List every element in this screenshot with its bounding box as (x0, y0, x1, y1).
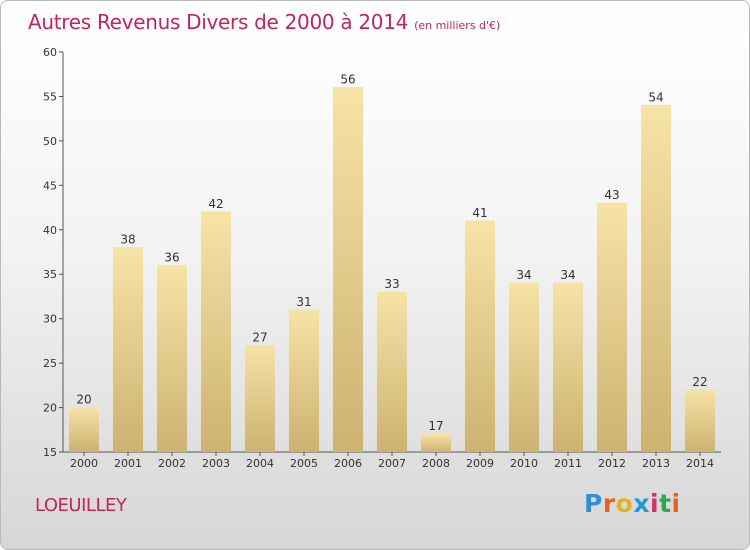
x-tick-label: 2001 (114, 457, 142, 470)
data-label: 42 (208, 197, 223, 211)
y-tick-label: 60 (43, 46, 57, 59)
x-tick-label: 2007 (378, 457, 406, 470)
data-label: 41 (472, 206, 487, 220)
bar (157, 265, 187, 452)
logo-letter: t (659, 489, 672, 518)
y-tick-label: 35 (43, 268, 57, 281)
data-label: 38 (120, 233, 135, 247)
bar (641, 105, 671, 452)
data-label: 54 (648, 90, 663, 104)
y-tick-label: 25 (43, 357, 57, 370)
bar (509, 283, 539, 452)
logo-letter: i (671, 489, 681, 518)
data-label: 27 (252, 330, 267, 344)
data-label: 56 (340, 73, 355, 87)
bar (113, 247, 143, 452)
x-tick-label: 2005 (290, 457, 318, 470)
y-tick-label: 55 (43, 90, 57, 103)
chart-title: Autres Revenus Divers de 2000 à 2014 (28, 10, 409, 34)
y-tick-label: 20 (43, 402, 57, 415)
data-label: 34 (516, 268, 531, 282)
logo-letter: x (633, 489, 650, 518)
data-label: 43 (604, 188, 619, 202)
commune-name: LOEUILLEY (35, 495, 127, 516)
bar (421, 434, 451, 452)
y-tick-label: 30 (43, 313, 57, 326)
x-tick-label: 2000 (70, 457, 98, 470)
bar (685, 389, 715, 452)
data-label: 20 (76, 393, 91, 407)
logo-letter: o (615, 489, 634, 518)
y-tick-label: 50 (43, 135, 57, 148)
x-tick-label: 2002 (158, 457, 186, 470)
labels: 20 38 36 42 27 31 56 33 17 41 34 34 43 54 22 (76, 73, 707, 434)
x-tick-label: 2014 (686, 457, 714, 470)
axes: 15 20 25 30 35 40 45 50 55 60 2000 2001 2002 2003 2004… (43, 46, 721, 470)
bars (69, 87, 715, 453)
bar (553, 283, 583, 452)
x-tick-label: 2006 (334, 457, 362, 470)
bar (245, 345, 275, 452)
proxiti-logo[interactable]: Proxiti (584, 489, 681, 518)
x-tick-label: 2008 (422, 457, 450, 470)
data-label: 33 (384, 277, 399, 291)
title-block: Autres Revenus Divers de 2000 à 2014 (en … (28, 10, 500, 34)
bar (289, 309, 319, 452)
data-label: 22 (692, 375, 707, 389)
data-label: 36 (164, 250, 179, 264)
logo-letter: i (650, 489, 660, 518)
x-tick-label: 2013 (642, 457, 670, 470)
x-tick-label: 2012 (598, 457, 626, 470)
bar (333, 87, 363, 453)
data-label: 34 (560, 268, 575, 282)
data-label: 17 (428, 419, 443, 433)
y-tick-label: 40 (43, 224, 57, 237)
x-tick-label: 2011 (554, 457, 582, 470)
bar (465, 220, 495, 452)
y-tick-label: 45 (43, 179, 57, 192)
logo-letter: r (602, 489, 616, 518)
bar (201, 212, 231, 452)
x-tick-label: 2003 (202, 457, 230, 470)
bar (597, 203, 627, 452)
logo-letter: P (584, 489, 603, 518)
x-tick-label: 2009 (466, 457, 494, 470)
chart-subtitle: (en milliers d'€) (414, 19, 501, 32)
bar (69, 407, 99, 452)
data-label: 31 (296, 295, 311, 309)
x-tick-label: 2004 (246, 457, 274, 470)
bar (377, 292, 407, 452)
y-tick-label: 15 (43, 446, 57, 459)
x-tick-label: 2010 (510, 457, 538, 470)
